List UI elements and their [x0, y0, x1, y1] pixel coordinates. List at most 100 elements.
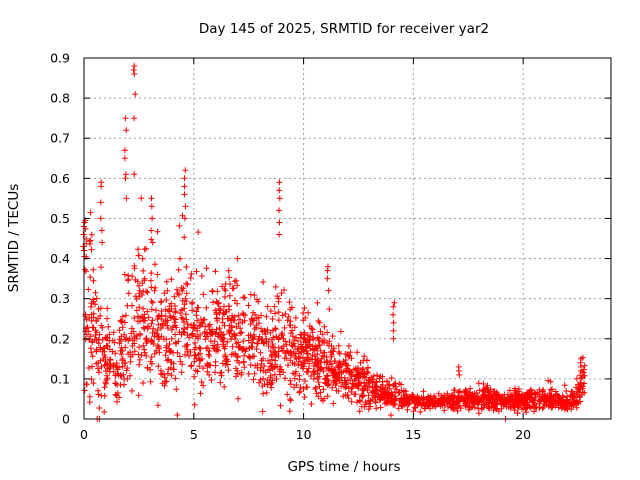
data-point	[547, 386, 554, 393]
data-point	[227, 281, 233, 288]
data-point	[357, 398, 364, 405]
data-point	[354, 365, 361, 372]
data-point	[164, 357, 171, 364]
data-point	[155, 321, 162, 328]
data-point	[149, 239, 156, 246]
data-point	[205, 323, 212, 329]
data-point	[364, 368, 370, 375]
data-point	[123, 367, 130, 374]
data-point	[148, 270, 155, 277]
data-point	[139, 280, 146, 287]
data-point	[344, 351, 351, 358]
data-point	[295, 358, 302, 365]
data-point	[245, 370, 252, 377]
data-point	[83, 331, 90, 338]
data-point	[259, 337, 266, 343]
data-point	[563, 388, 570, 394]
data-point	[393, 386, 400, 393]
data-point	[272, 310, 279, 317]
data-point	[178, 284, 185, 291]
data-point	[90, 310, 97, 317]
data-point	[98, 227, 105, 234]
data-point	[300, 346, 307, 353]
data-point	[361, 403, 368, 410]
data-point	[139, 255, 146, 262]
x-tick-label: 15	[405, 427, 421, 442]
data-point	[212, 268, 219, 275]
data-point	[302, 378, 308, 384]
data-point	[259, 408, 266, 415]
data-point	[338, 374, 345, 381]
data-point	[348, 355, 355, 362]
data-point	[175, 338, 182, 345]
data-point	[411, 398, 418, 404]
data-point	[179, 288, 186, 294]
data-point	[345, 385, 352, 392]
data-point	[468, 403, 475, 410]
data-point	[103, 361, 109, 368]
data-point	[465, 406, 472, 413]
data-point	[297, 384, 304, 391]
data-point	[135, 252, 142, 259]
data-point	[549, 386, 555, 393]
data-point	[276, 187, 283, 194]
data-point	[355, 381, 362, 388]
data-point	[239, 310, 246, 317]
data-point	[456, 371, 463, 378]
data-point	[152, 261, 158, 268]
data-point	[220, 331, 227, 338]
data-point	[101, 352, 108, 358]
data-point	[131, 262, 138, 269]
data-point	[527, 387, 534, 394]
data-point	[167, 364, 174, 371]
data-point	[212, 330, 219, 337]
data-point	[480, 388, 487, 395]
data-point	[190, 324, 196, 331]
data-point	[555, 404, 562, 411]
x-tick-label: 10	[296, 427, 312, 442]
data-point	[515, 403, 522, 409]
data-point	[87, 274, 94, 281]
data-point	[135, 392, 142, 399]
data-point	[101, 392, 108, 399]
data-point	[163, 278, 170, 285]
y-tick-label: 0	[62, 412, 70, 427]
data-point	[168, 300, 175, 307]
data-point	[226, 292, 233, 299]
data-point	[205, 351, 212, 358]
data-point	[125, 290, 132, 297]
data-point	[245, 337, 252, 344]
data-point	[512, 396, 519, 403]
data-point	[578, 367, 584, 374]
data-point	[313, 390, 320, 397]
data-point	[317, 389, 324, 396]
data-point	[121, 155, 128, 162]
data-point	[102, 368, 109, 374]
data-point	[316, 342, 323, 348]
data-point	[121, 331, 128, 338]
data-point	[131, 315, 138, 322]
data-point	[289, 333, 296, 340]
data-point	[461, 388, 468, 395]
data-point	[117, 347, 124, 354]
data-point	[155, 402, 161, 409]
data-point	[148, 236, 155, 243]
data-point	[332, 378, 339, 385]
data-point	[548, 404, 555, 411]
data-point	[165, 366, 172, 373]
data-point	[119, 313, 126, 320]
data-point	[127, 372, 133, 379]
data-point	[98, 264, 104, 271]
data-point	[265, 366, 271, 373]
data-point	[321, 349, 328, 356]
data-point	[89, 324, 96, 331]
data-point	[209, 328, 215, 335]
data-point	[498, 405, 505, 412]
data-point	[132, 276, 139, 283]
data-point	[161, 374, 168, 381]
data-point	[345, 343, 352, 349]
data-point	[191, 358, 198, 365]
data-point	[458, 393, 465, 400]
data-point	[240, 338, 247, 345]
data-point	[101, 408, 108, 415]
